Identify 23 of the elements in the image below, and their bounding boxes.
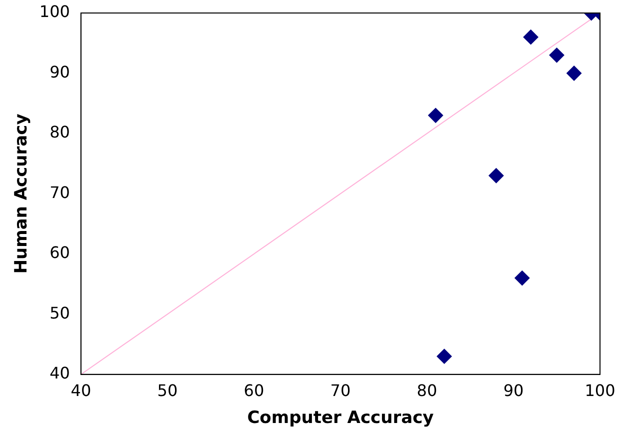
x-tick-label: 50 <box>157 381 178 400</box>
x-tick-label: 100 <box>584 381 616 400</box>
y-tick-label: 40 <box>50 364 70 383</box>
x-tick-label: 70 <box>330 381 351 400</box>
y-axis-title: Human Accuracy <box>12 114 32 274</box>
x-tick-label: 80 <box>416 381 438 400</box>
y-tick-label: 100 <box>39 2 70 22</box>
point <box>566 66 582 81</box>
point <box>488 168 504 184</box>
point <box>428 108 444 123</box>
y-tick-label: 50 <box>50 303 70 322</box>
x-axis-title: Computer Accuracy <box>247 408 434 428</box>
y-tick-label: 80 <box>50 122 70 142</box>
y-tick-label: 70 <box>50 182 70 202</box>
x-tick-label: 60 <box>244 381 264 400</box>
y-tick-label: 60 <box>50 243 70 262</box>
point <box>436 348 452 364</box>
point <box>514 270 530 286</box>
x-tick-label: 90 <box>503 381 524 400</box>
x-tick-label: 40 <box>70 381 92 400</box>
point <box>523 30 538 45</box>
point <box>549 48 564 63</box>
y-tick-label: 90 <box>50 62 70 82</box>
